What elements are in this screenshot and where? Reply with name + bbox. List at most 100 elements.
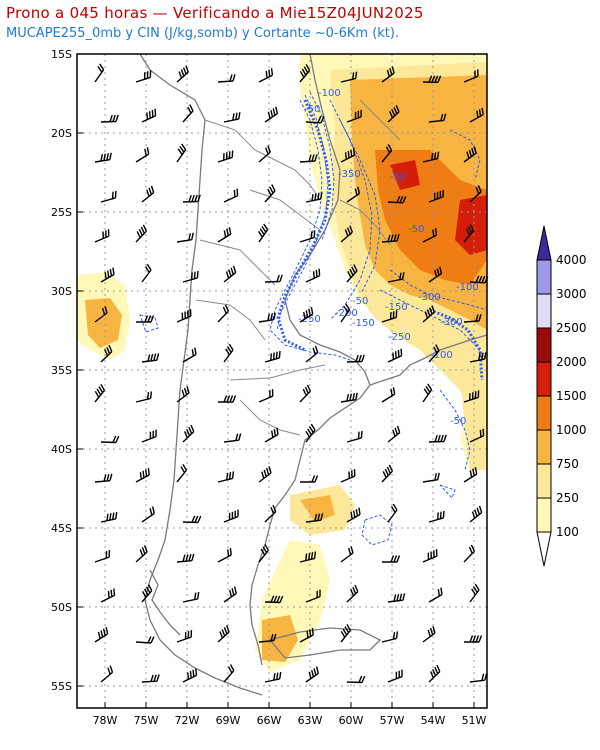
wind-barb (387, 105, 400, 123)
wind-barb (94, 473, 113, 483)
lat-label: 20S (51, 127, 72, 140)
wind-barb (422, 549, 438, 563)
wind-barb (223, 586, 237, 603)
wind-barb (346, 675, 366, 684)
wind-barb (469, 107, 484, 123)
wind-barb (217, 547, 232, 563)
wind-barb (223, 188, 239, 203)
wind-barb (135, 70, 152, 83)
wind-barb (176, 553, 195, 563)
wind-barb (340, 469, 356, 483)
cin-label: -300 (418, 292, 441, 303)
wind-barb (422, 75, 442, 83)
wind-barb (182, 104, 194, 123)
wind-barb (340, 303, 351, 323)
wind-barb (217, 150, 234, 163)
cin-label: -250 (298, 314, 321, 325)
wind-barb (463, 390, 480, 403)
colorbar-label: 250 (556, 491, 579, 505)
wind-barb (299, 384, 312, 403)
wind-barb (100, 114, 119, 123)
wind-barb (94, 229, 110, 243)
wind-barb (387, 195, 407, 204)
wind-barb (381, 631, 399, 643)
wind-barb (217, 304, 230, 323)
wind-barb (176, 309, 192, 323)
wind-barb (340, 546, 354, 563)
colorbar-swatch (536, 361, 552, 397)
cin-label: -50 (450, 416, 466, 427)
wind-barb (340, 623, 352, 643)
lon-label: 66W (257, 714, 282, 727)
wind-barb (305, 513, 324, 523)
lon-label: 54W (421, 714, 446, 727)
wind-barb (258, 389, 274, 403)
wind-barb (176, 463, 188, 483)
cin-label: -100 (456, 282, 479, 293)
wind-barb (469, 185, 482, 203)
wind-barb (258, 68, 274, 83)
wind-barb (422, 151, 440, 163)
wind-barb (428, 434, 447, 443)
wind-barb (94, 63, 105, 83)
wind-barb (100, 435, 120, 444)
wind-barb (346, 584, 359, 603)
colorbar-swatch (536, 259, 552, 295)
wind-barb (258, 145, 271, 163)
wind-barb (176, 232, 194, 243)
lon-label: 72W (175, 714, 200, 727)
wind-barb (264, 427, 279, 443)
wind-barb (135, 224, 148, 243)
wind-barb (94, 152, 112, 163)
wind-barb (346, 264, 358, 283)
wind-barb (258, 633, 277, 643)
wind-barb (428, 266, 443, 283)
wind-barb (299, 154, 318, 163)
wind-barb (100, 190, 117, 203)
cin-label: -100 (318, 88, 341, 99)
wind-barb (223, 343, 234, 363)
wind-barb (141, 674, 160, 683)
wind-barb (300, 475, 319, 483)
lon-label: 60W (339, 714, 364, 727)
lat-label: 40S (51, 443, 72, 456)
cin-label: -50 (408, 224, 424, 235)
wind-barb (469, 428, 485, 443)
wind-barb (422, 228, 438, 243)
lat-label: 30S (51, 285, 72, 298)
wind-barb (346, 430, 363, 443)
wind-barb (141, 353, 160, 363)
wind-barb (223, 509, 239, 523)
wind-barb (340, 225, 353, 243)
wind-barb (100, 665, 114, 683)
wind-barb (94, 626, 109, 643)
lat-label: 45S (51, 522, 72, 535)
lon-label: 75W (134, 714, 159, 727)
wind-barb (299, 551, 317, 563)
wind-barb (464, 635, 483, 643)
colorbar-swatch (536, 395, 552, 431)
wind-barb (135, 467, 150, 483)
wind-barb (305, 268, 321, 283)
wind-barb (340, 392, 358, 403)
wind-barb (428, 664, 441, 683)
colorbar-labels: 100 250 750 1000 1500 2000 2500 3000 400… (556, 253, 587, 539)
wind-barb (422, 383, 433, 403)
wind-barb (428, 113, 447, 123)
wind-barb (182, 270, 199, 283)
lon-label: 63W (298, 714, 323, 727)
wind-barb (182, 194, 201, 203)
wind-barb (346, 109, 362, 123)
wind-barb (264, 184, 276, 203)
country-borders (195, 99, 401, 436)
wind-barb (299, 627, 314, 643)
colorbar-swatch (536, 327, 552, 363)
cin-label: -50 (352, 296, 368, 307)
wind-barbs (94, 63, 489, 684)
wind-barb (264, 671, 282, 683)
cin-label: -250 (388, 332, 411, 343)
wind-barb (305, 115, 325, 124)
map-frame (76, 53, 488, 709)
cin-label: -100 (430, 350, 453, 361)
